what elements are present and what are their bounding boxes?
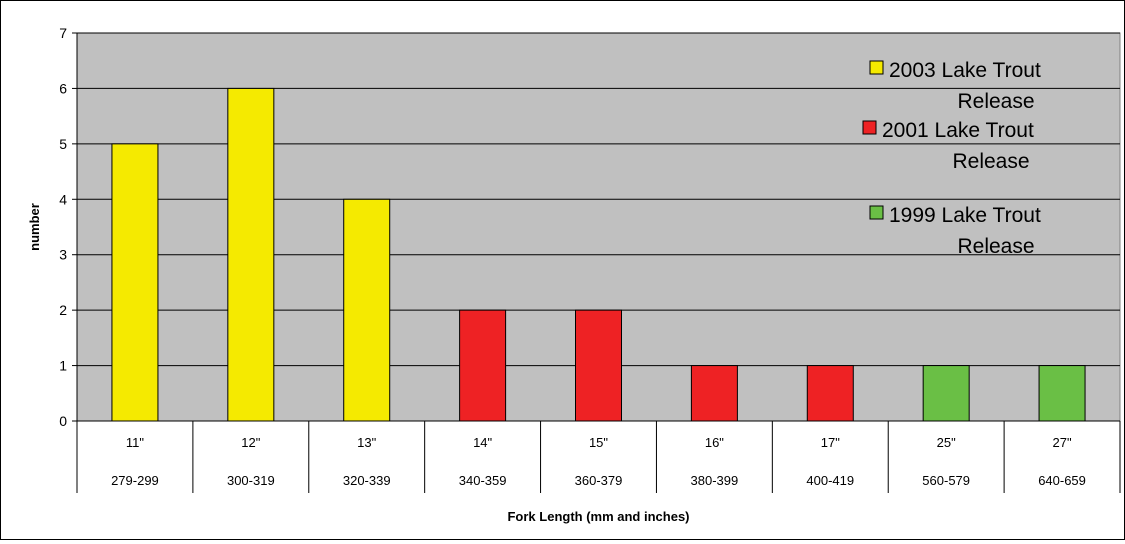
x-tick-label-mm: 380-399 (691, 473, 739, 488)
legend-swatch (862, 120, 877, 135)
y-tick-label: 4 (59, 191, 67, 207)
y-tick-label: 6 (59, 80, 67, 96)
y-tick-label: 2 (59, 302, 67, 318)
legend-label-line2: Release (952, 150, 1029, 173)
x-tick-label-mm: 279-299 (111, 473, 159, 488)
bar (1038, 365, 1086, 422)
legend-label-line2: Release (957, 90, 1034, 113)
x-tick-label-mm: 360-379 (575, 473, 623, 488)
bar (227, 87, 275, 422)
x-tick-label-inches: 16" (705, 435, 724, 450)
legend-label-line1: 2003 Lake Trout (889, 59, 1041, 82)
x-tick-label-inches: 25" (937, 435, 956, 450)
y-tick-label: 7 (59, 25, 67, 41)
y-tick-label: 3 (59, 247, 67, 263)
bar (922, 365, 970, 422)
legend-swatch (869, 60, 884, 75)
x-tick-label-mm: 400-419 (806, 473, 854, 488)
legend-label-line2: Release (957, 235, 1034, 258)
x-tick-label-inches: 12" (241, 435, 260, 450)
bar (806, 365, 854, 422)
x-tick-labels: 11" 279-299 12" 300-319 13" 320-339 14" 340-359… (111, 435, 1086, 488)
x-tick-label-inches: 11" (126, 435, 144, 450)
x-tick-label-inches: 13" (357, 435, 376, 450)
bar (690, 365, 738, 422)
bar (343, 198, 391, 422)
x-tick-label-mm: 560-579 (922, 473, 970, 488)
x-tick-label-mm: 640-659 (1038, 473, 1086, 488)
axes (72, 32, 1121, 493)
y-tick-labels: 0 1 2 3 4 5 6 7 (59, 25, 67, 429)
x-tick-label-inches: 17" (821, 435, 840, 450)
x-tick-label-mm: 340-359 (459, 473, 507, 488)
x-tick-label-inches: 27" (1053, 435, 1072, 450)
legend-label-line1: 2001 Lake Trout (882, 119, 1034, 142)
x-tick-label-inches: 15" (589, 435, 608, 450)
legend-label-line1: 1999 Lake Trout (889, 204, 1041, 227)
y-tick-label: 5 (59, 136, 67, 152)
bar (575, 309, 622, 422)
legend-swatch (869, 205, 884, 220)
y-axis-label: number (27, 203, 42, 251)
bars (111, 87, 1086, 422)
x-tick-label-mm: 300-319 (227, 473, 275, 488)
x-tick-label-inches: 14" (473, 435, 492, 450)
bar (459, 309, 507, 422)
legend: 2003 Lake Trout Release 2001 Lake Trout Rel… (862, 59, 1041, 258)
y-tick-label: 0 (59, 413, 67, 429)
x-tick-label-mm: 320-339 (343, 473, 391, 488)
y-tick-label: 1 (59, 358, 67, 374)
bar (111, 143, 159, 422)
x-axis-label: Fork Length (mm and inches) (507, 509, 689, 524)
